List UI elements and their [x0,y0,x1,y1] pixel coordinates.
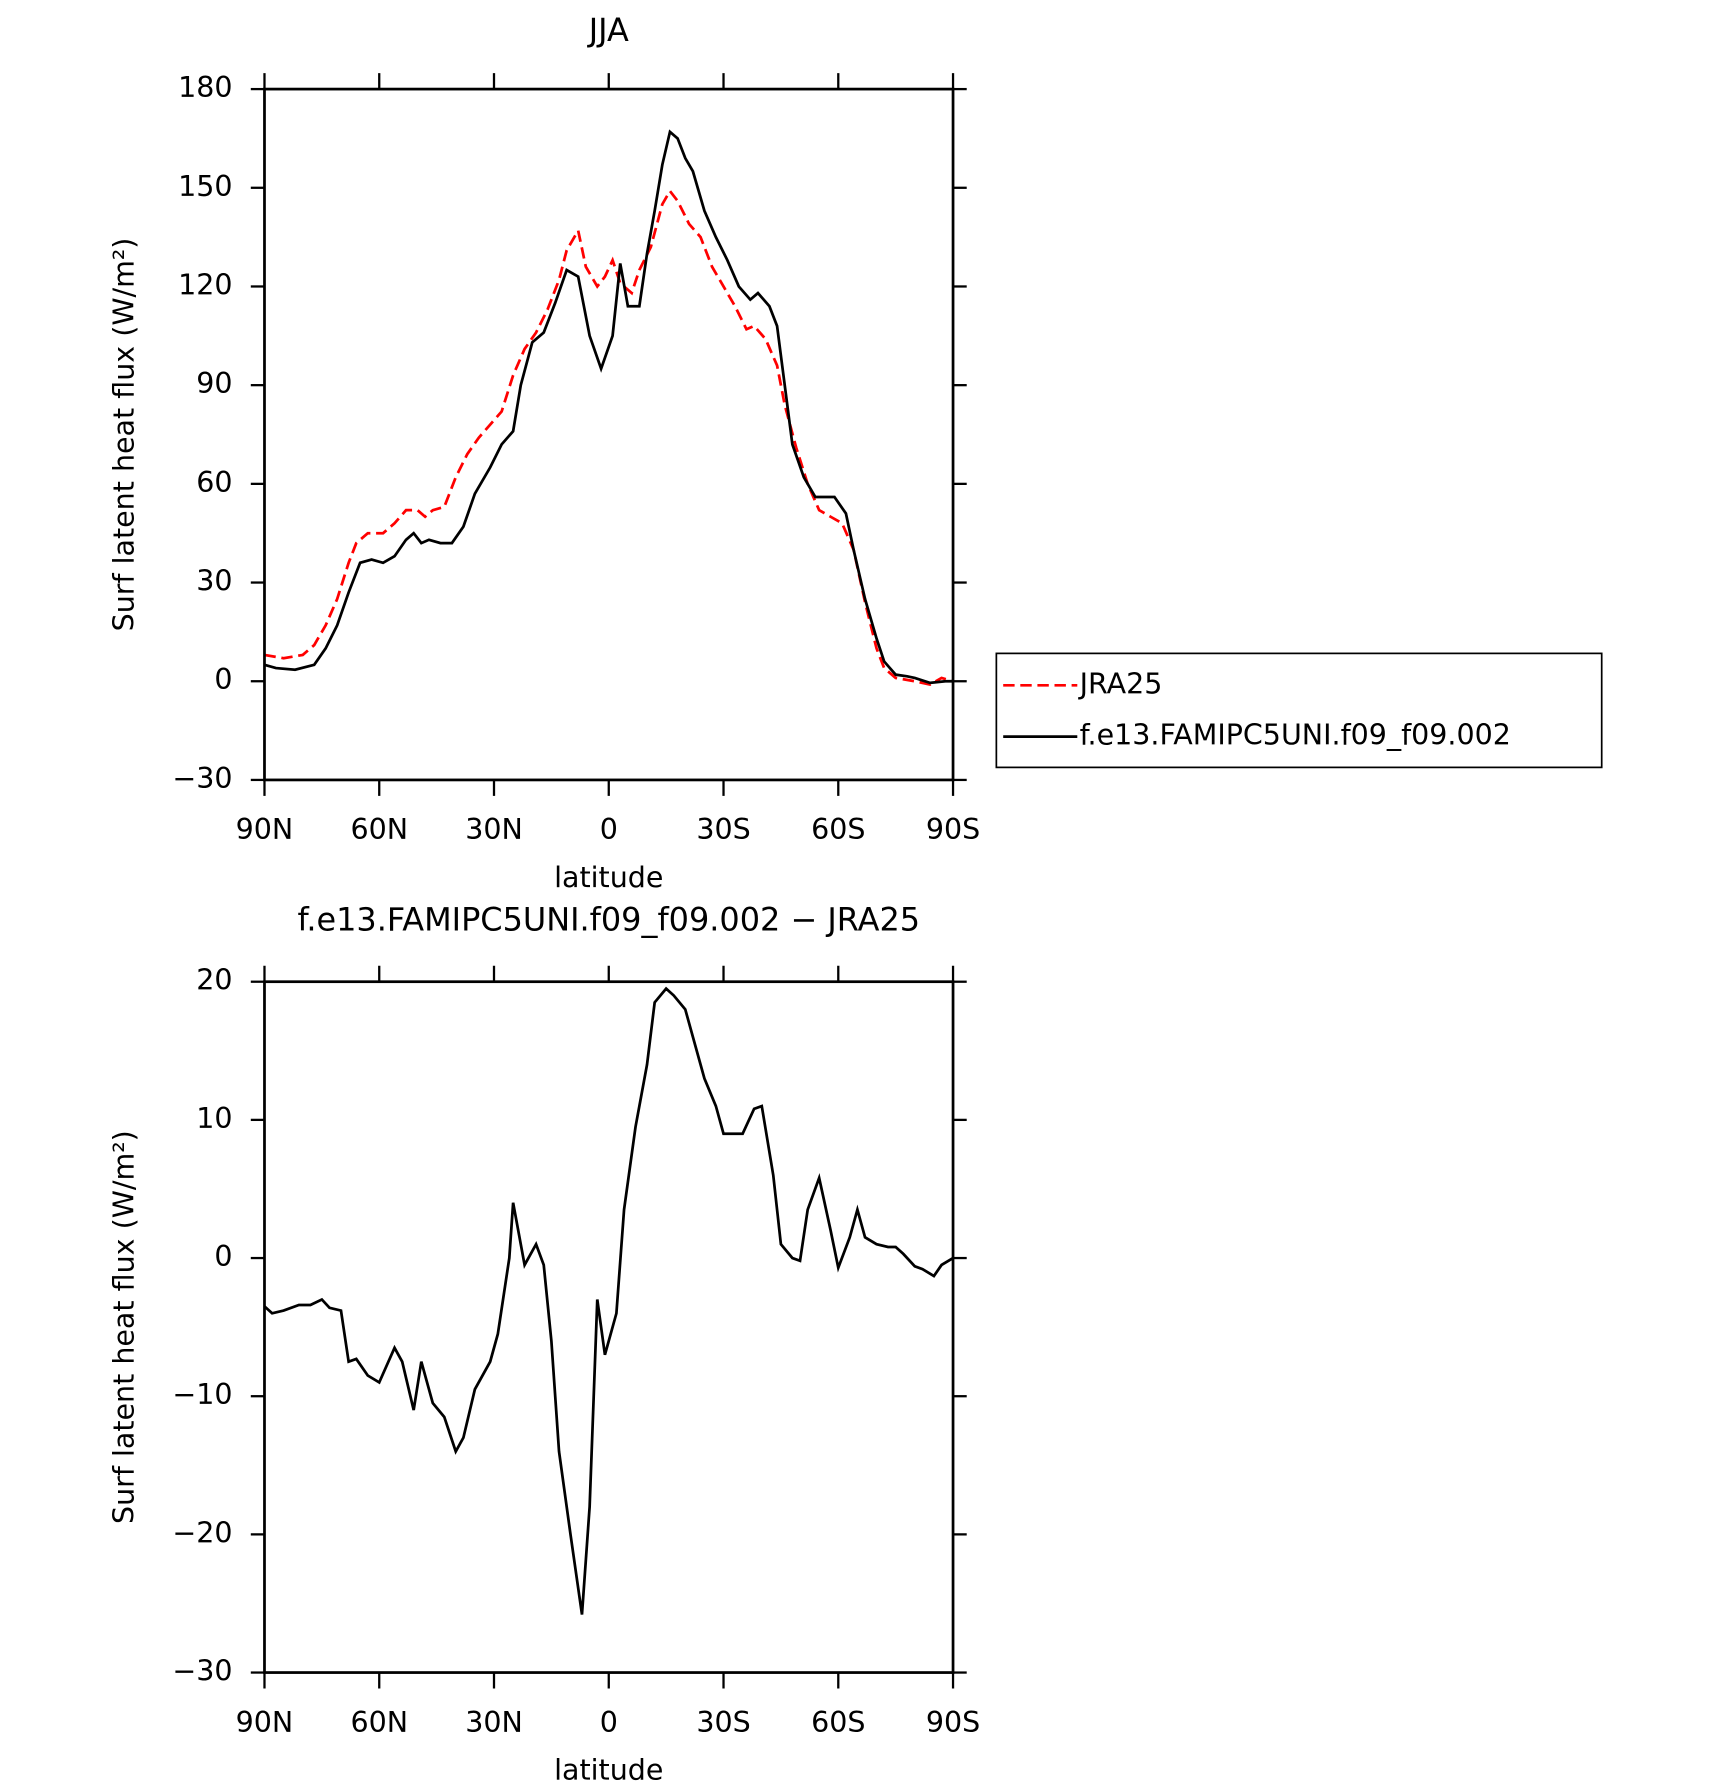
x-tick-label: 90N [236,813,294,846]
y-tick-label: 180 [178,71,232,104]
series-line [264,129,954,685]
x-tick-label: 30N [465,813,523,846]
y-tick-label: 90 [196,367,232,400]
legend-box [995,652,1603,769]
y-tick-label: 120 [178,268,232,301]
y-tick-label: 0 [214,663,232,696]
plot-frame [263,87,955,782]
x-tick-label: 90S [926,813,980,846]
x-tick-label: 60S [811,813,865,846]
legend-label: f.e13.FAMIPC5UNI.f09_f09.002 [1080,719,1511,752]
x-tick-label: 0 [600,813,618,846]
series-line [263,986,954,1615]
y-axis-label: Surf latent heat flux (W/m²) [107,238,140,632]
x-tick-label: 0 [600,1706,618,1739]
series-line [264,188,954,686]
x-tick-label: 60S [811,1706,865,1739]
y-tick-label: −30 [172,1655,232,1688]
x-tick-label: 30S [696,1706,750,1739]
x-tick-label: 90N [236,1706,294,1739]
x-tick-label: 30S [696,813,750,846]
chart-title: JJA [587,11,629,49]
y-tick-label: 60 [196,466,232,499]
x-axis-label: latitude [554,1754,663,1787]
y-tick-label: −20 [172,1516,232,1549]
y-tick-label: −10 [172,1378,232,1411]
y-tick-label: 20 [196,964,232,997]
x-axis-label: latitude [554,861,663,894]
y-axis-label: Surf latent heat flux (W/m²) [107,1130,140,1524]
x-tick-label: 30N [465,1706,523,1739]
y-tick-label: 30 [196,565,232,598]
plot-frame [263,980,955,1674]
x-tick-label: 90S [926,1706,980,1739]
legend-label: JRA25 [1078,667,1163,700]
y-tick-label: 0 [214,1240,232,1273]
x-tick-label: 60N [350,813,408,846]
y-tick-label: 150 [178,170,232,203]
chart-title: f.e13.FAMIPC5UNI.f09_f09.002 − JRA25 [297,900,920,938]
y-tick-label: 10 [196,1102,232,1135]
y-tick-label: −30 [172,762,232,795]
x-tick-label: 60N [350,1706,408,1739]
